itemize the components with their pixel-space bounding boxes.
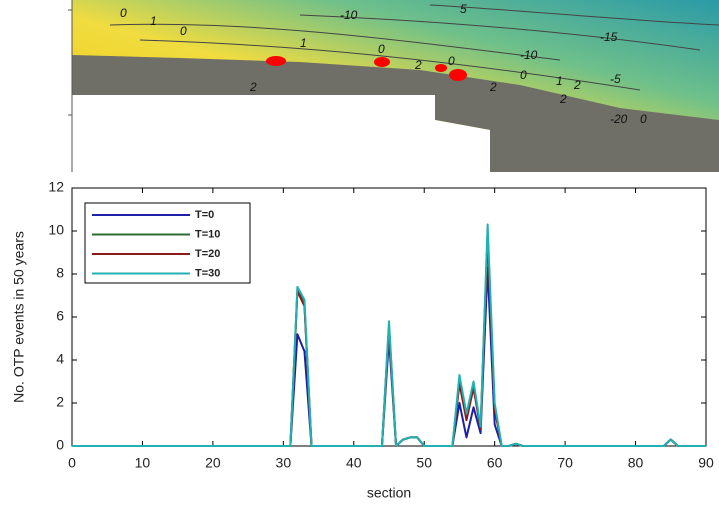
y-tick-label: 2 <box>56 394 64 410</box>
contour-label: 0 <box>378 42 385 56</box>
contour-label: 0 <box>180 24 187 38</box>
y-axis-label: No. OTP events in 50 years <box>11 231 27 403</box>
contour-label: 2 <box>249 80 257 94</box>
legend-label: T=20 <box>195 248 220 260</box>
y-tick-label: 10 <box>48 222 64 238</box>
y-tick-label: 6 <box>56 308 64 324</box>
map-blank <box>72 95 490 172</box>
contour-label: 0 <box>640 112 647 126</box>
x-tick-label: 0 <box>68 455 76 471</box>
x-tick-label: 80 <box>628 455 644 471</box>
x-tick-label: 70 <box>557 455 573 471</box>
series-line <box>72 223 706 447</box>
x-axis-label: section <box>367 485 411 501</box>
contour-label: -20 <box>610 112 628 126</box>
y-tick-label: 12 <box>48 179 64 195</box>
contour-label: 0 <box>520 68 527 82</box>
x-tick-label: 50 <box>416 455 432 471</box>
legend: T=0 T=10 T=20 T=30 <box>84 202 251 284</box>
contour-label: 1 <box>300 36 307 50</box>
x-tick-label: 40 <box>346 455 362 471</box>
legend-label: T=10 <box>195 228 220 240</box>
contour-label: -15 <box>600 30 618 44</box>
contour-label: 0 <box>120 6 127 20</box>
series-line <box>72 266 706 447</box>
x-tick-label: 10 <box>135 455 151 471</box>
contour-label: 1 <box>556 74 563 88</box>
contour-label: 2 <box>414 58 422 72</box>
x-tick-label: 90 <box>698 455 714 471</box>
contour-label: 2 <box>559 92 567 106</box>
map <box>68 0 719 172</box>
x-tick-label: 60 <box>487 455 503 471</box>
x-tick-label: 20 <box>205 455 221 471</box>
contour-label: 5 <box>460 2 467 16</box>
y-tick-label: 4 <box>56 351 64 367</box>
legend-box <box>84 202 251 284</box>
contour-label: -5 <box>610 72 621 86</box>
legend-label: T=30 <box>195 267 220 279</box>
legend-label: T=0 <box>195 209 214 221</box>
map-points <box>266 56 467 81</box>
contour-label: 2 <box>489 80 497 94</box>
map-land <box>72 55 719 172</box>
y-tick-label: 0 <box>56 437 64 453</box>
contour-label: 0 <box>448 54 455 68</box>
y-tick-label: 8 <box>56 265 64 281</box>
contour-label: 2 <box>573 78 581 92</box>
map-contours <box>109 4 719 91</box>
contour-label: -10 <box>520 48 538 62</box>
contour-label: 1 <box>150 14 157 28</box>
contour-label: -10 <box>340 8 358 22</box>
x-tick-label: 30 <box>276 455 292 471</box>
